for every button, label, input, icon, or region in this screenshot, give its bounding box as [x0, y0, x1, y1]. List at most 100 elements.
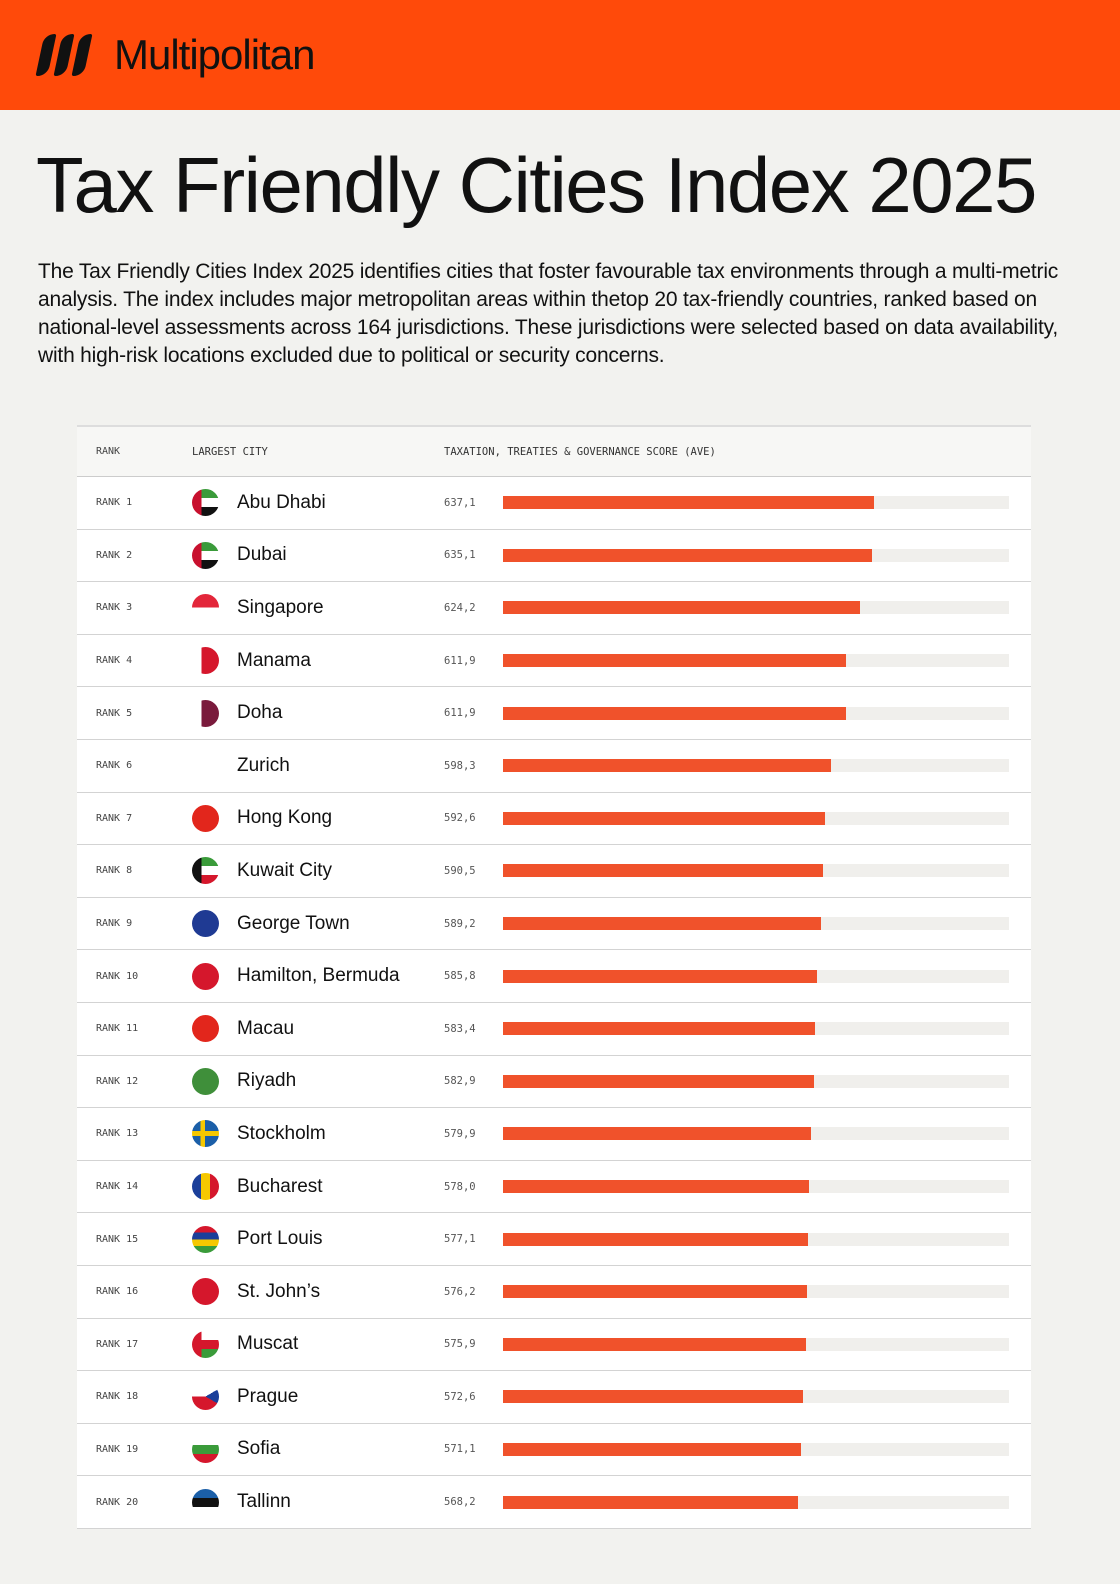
- cayman-islands-flag-icon: [192, 910, 219, 938]
- score-label: 577,1: [444, 1233, 476, 1246]
- rank-label: RANK 18: [96, 1391, 139, 1403]
- city-name: Sofia: [237, 1438, 281, 1460]
- rank-label: RANK 12: [96, 1075, 139, 1087]
- table-row: RANK 17 Muscat 575,9: [77, 1319, 1031, 1372]
- score-label: 611,9: [444, 707, 476, 720]
- brand-name: Multipolitan: [114, 31, 315, 78]
- table-row: RANK 13 Stockholm 579,9: [77, 1108, 1031, 1161]
- score-label: 578,0: [444, 1180, 476, 1193]
- score-label: 637,1: [444, 496, 476, 509]
- score-bar: [503, 759, 832, 773]
- score-label: 624,2: [444, 601, 476, 614]
- city-name: Muscat: [237, 1333, 299, 1355]
- bar-track: [503, 1495, 1009, 1509]
- table-row: RANK 18 Prague 572,6: [77, 1371, 1031, 1424]
- score-bar: [503, 1495, 799, 1509]
- col-city: LARGEST CITY: [192, 445, 268, 458]
- qatar-flag-icon: [192, 699, 219, 727]
- city-name: Manama: [237, 649, 311, 671]
- city-name: Kuwait City: [237, 859, 333, 881]
- col-score: TAXATION, TREATIES & GOVERNANCE SCORE (A…: [444, 445, 716, 458]
- city-name: Bucharest: [237, 1175, 323, 1197]
- table-row: RANK 9 George Town 589,2: [77, 898, 1031, 951]
- score-label: 583,4: [444, 1022, 476, 1035]
- rank-label: RANK 17: [96, 1338, 139, 1350]
- table-row: RANK 5 Doha 611,9: [77, 687, 1031, 740]
- score-bar: [503, 1074, 815, 1088]
- table-row: RANK 6 Zurich 598,3: [77, 740, 1031, 793]
- city-name: Hong Kong: [237, 807, 333, 829]
- oman-flag-icon: [192, 1330, 219, 1358]
- city-name: George Town: [237, 912, 350, 934]
- singapore-flag-icon: [192, 594, 219, 622]
- city-name: Abu Dhabi: [237, 491, 326, 513]
- city-name: Macau: [237, 1017, 295, 1039]
- hong-kong-flag-icon: [192, 804, 219, 832]
- logo-icon: [35, 34, 93, 76]
- score-label: 576,2: [444, 1285, 476, 1298]
- score-label: 592,6: [444, 812, 476, 825]
- score-bar: [503, 706, 847, 720]
- city-name: St. John’s: [237, 1280, 321, 1302]
- sweden-flag-icon: [192, 1120, 219, 1148]
- score-label: 611,9: [444, 654, 476, 667]
- bar-track: [503, 1127, 1009, 1141]
- rank-label: RANK 4: [96, 655, 133, 667]
- score-bar: [503, 1442, 802, 1456]
- score-label: 575,9: [444, 1338, 476, 1351]
- bar-track: [503, 496, 1009, 510]
- table-row: RANK 3 Singapore 624,2: [77, 582, 1031, 635]
- col-rank: RANK: [96, 446, 121, 457]
- score-bar: [503, 496, 874, 510]
- city-name: Tallinn: [237, 1491, 291, 1513]
- score-label: 582,9: [444, 1075, 476, 1088]
- rank-label: RANK 13: [96, 1128, 139, 1140]
- city-name: Stockholm: [237, 1122, 326, 1144]
- table-row: RANK 14 Bucharest 578,0: [77, 1161, 1031, 1214]
- mauritius-flag-icon: [192, 1225, 219, 1253]
- score-bar: [503, 864, 823, 878]
- table-row: RANK 10 Hamilton, Bermuda 585,8: [77, 950, 1031, 1003]
- bar-track: [503, 548, 1009, 562]
- city-name: Hamilton, Bermuda: [237, 965, 400, 987]
- rank-label: RANK 3: [96, 602, 133, 614]
- score-label: 589,2: [444, 917, 476, 930]
- bar-track: [503, 1337, 1009, 1351]
- city-name: Singapore: [237, 596, 324, 618]
- bar-track: [503, 1022, 1009, 1036]
- table-row: RANK 15 Port Louis 577,1: [77, 1213, 1031, 1266]
- score-bar: [503, 1232, 808, 1246]
- score-bar: [503, 601, 860, 615]
- rank-label: RANK 20: [96, 1496, 139, 1508]
- table-row: RANK 8 Kuwait City 590,5: [77, 845, 1031, 898]
- city-name: Riyadh: [237, 1070, 297, 1092]
- score-label: 571,1: [444, 1443, 476, 1456]
- score-label: 635,1: [444, 549, 476, 562]
- bar-track: [503, 1442, 1009, 1456]
- rank-label: RANK 14: [96, 1181, 139, 1193]
- table-row: RANK 20 Tallinn 568,2: [77, 1476, 1031, 1529]
- kuwait-flag-icon: [192, 857, 219, 885]
- china-flag-icon: [192, 1015, 219, 1043]
- score-bar: [503, 548, 872, 562]
- rank-label: RANK 6: [96, 760, 133, 772]
- rank-label: RANK 11: [96, 1023, 139, 1035]
- bar-track: [503, 1232, 1009, 1246]
- score-label: 585,8: [444, 970, 476, 983]
- rank-label: RANK 19: [96, 1443, 139, 1455]
- estonia-flag-icon: [192, 1488, 219, 1516]
- table-row: RANK 2 Dubai 635,1: [77, 530, 1031, 583]
- uae-flag-icon: [192, 541, 219, 569]
- score-bar: [503, 969, 818, 983]
- score-bar: [503, 1390, 803, 1404]
- intro-text: The Tax Friendly Cities Index 2025 ident…: [38, 260, 1059, 367]
- score-bar: [503, 1285, 807, 1299]
- table-row: RANK 4 Manama 611,9: [77, 635, 1031, 688]
- bar-track: [503, 601, 1009, 615]
- rank-label: RANK 16: [96, 1286, 139, 1298]
- rank-label: RANK 7: [96, 812, 133, 824]
- table-row: RANK 7 Hong Kong 592,6: [77, 793, 1031, 846]
- rank-label: RANK 10: [96, 970, 139, 982]
- table-row: RANK 1 Abu Dhabi 637,1: [77, 477, 1031, 530]
- rank-label: RANK 5: [96, 707, 133, 719]
